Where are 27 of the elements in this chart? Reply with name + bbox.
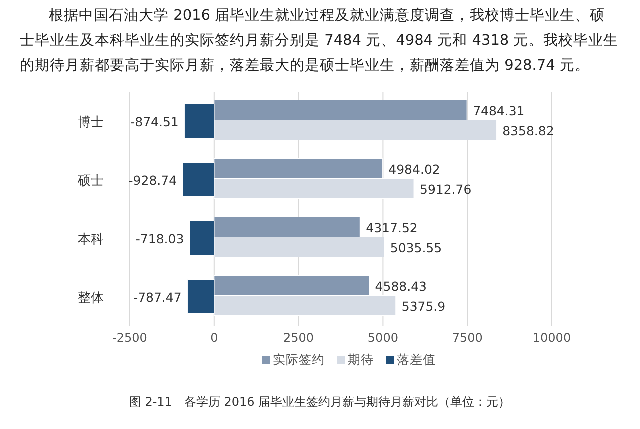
x-tick-label: 0 [210, 331, 218, 345]
data-label: 4588.43 [375, 278, 428, 294]
data-label: -718.03 [136, 231, 184, 246]
legend-label: 落差值 [397, 352, 436, 367]
data-label: -874.51 [130, 114, 179, 130]
legend-label: 实际签约 [273, 352, 325, 367]
x-tick-label: -2500 [112, 331, 148, 345]
y-tick-label: 整体 [78, 290, 104, 306]
data-label: 4984.02 [388, 162, 440, 177]
text: 图 2-11 各学历 2016 届毕业生签约月薪与期待月薪对比（单位：元） [129, 395, 511, 409]
y-tick-label: 博士 [78, 115, 104, 130]
data-label: 7484.31 [473, 103, 525, 118]
data-label: -787.47 [134, 290, 182, 305]
legend-label: 期待 [348, 352, 374, 367]
x-tick-label: 7500 [452, 331, 483, 345]
data-label: 5912.76 [420, 182, 472, 197]
data-label: 5035.55 [390, 240, 442, 256]
data-label: 5375.9 [402, 298, 446, 314]
x-tick-label: 2500 [284, 331, 314, 345]
y-tick-label: 本科 [78, 232, 104, 248]
text: 根据中国石油大学 2016 届毕业生就业过程及就业满意度调查，我校博士毕业生、硕士毕业生及本科毕业生的实际签约月薪分别是 7484 元、4984 元和 4318 元。我校毕业生的期待月薪都要高于实际月薪，落差最大的是硕士毕业生，薪酬落差值为 928.74 元。 [20, 6, 620, 76]
data-label: 4317.52 [366, 220, 418, 236]
x-tick-label: 5000 [368, 331, 398, 345]
data-label: 8358.82 [502, 123, 554, 138]
data-label: -928.74 [128, 172, 178, 188]
x-tick-label: 10000 [532, 331, 572, 345]
y-tick-label: 硕士 [77, 174, 104, 189]
